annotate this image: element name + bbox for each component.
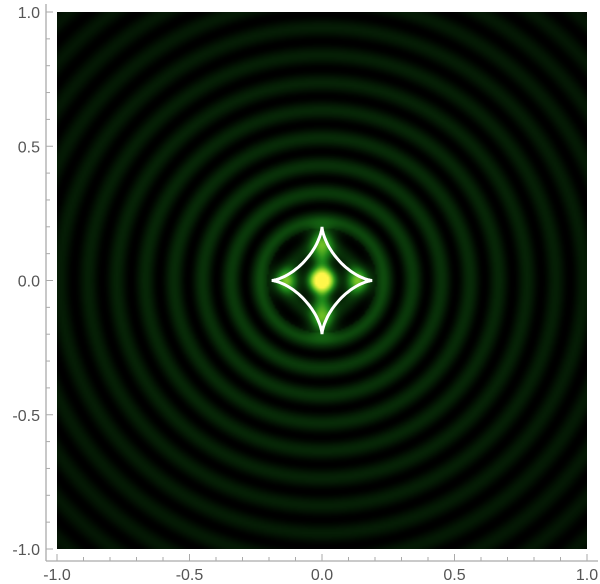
astroid-curve — [271, 226, 373, 335]
x-axis-ticks — [56, 554, 588, 561]
x-tick-label: 0.5 — [443, 567, 465, 584]
x-tick-label: 1.0 — [576, 567, 598, 584]
x-tick-label: -1.0 — [43, 567, 71, 584]
y-tick-label: 0.5 — [18, 139, 40, 156]
y-tick-label: 0.0 — [18, 274, 40, 291]
x-axis-tick-labels: -1.0 -0.5 0.0 0.5 1.0 — [43, 567, 598, 584]
axis-frame — [45, 4, 598, 562]
y-axis-ticks — [46, 11, 53, 550]
astroid-caustic-layer — [271, 226, 373, 335]
y-tick-label: 1.0 — [18, 5, 40, 22]
density-heatmap — [57, 12, 587, 549]
x-tick-label: -0.5 — [176, 567, 204, 584]
x-tick-label: 0.0 — [311, 567, 333, 584]
y-tick-label: -0.5 — [12, 408, 40, 425]
y-axis-tick-labels: -1.0 -0.5 0.0 0.5 1.0 — [12, 5, 40, 559]
y-tick-label: -1.0 — [12, 542, 40, 559]
